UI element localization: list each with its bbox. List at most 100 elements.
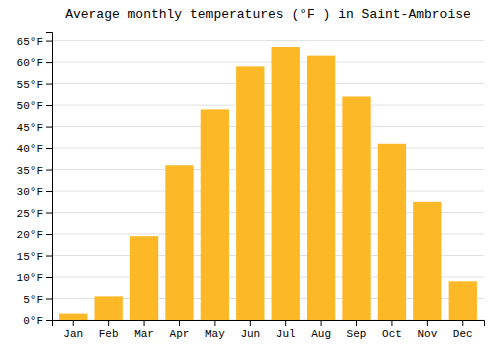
tick-label: Apr [170,328,190,340]
tick: 45°F [17,122,52,134]
tick: 65°F [17,36,52,48]
tick-mark [46,170,52,171]
tick: Nov [417,320,437,340]
tick: Feb [99,320,119,340]
tick-mark [427,320,428,326]
tick: Sep [347,320,367,340]
tick-mark [179,320,180,326]
bar [272,47,300,320]
tick: Jun [240,320,260,340]
grid-line [52,169,484,170]
tick-mark [214,320,215,326]
tick-label: 50°F [17,100,43,112]
bar [307,56,335,320]
bars [59,47,477,320]
bar [413,202,441,320]
tick-label: 20°F [17,229,43,241]
tick: 40°F [17,143,52,155]
tick: May [205,320,225,340]
tick-label: Sep [347,328,367,340]
tick-label: Jan [63,328,83,340]
tick-label: Mar [134,328,154,340]
tick: Aug [311,320,331,340]
tick: 0°F [23,315,52,327]
tick-mark [321,320,322,326]
tick: Oct [382,320,402,340]
tick-mark [46,191,52,192]
tick-mark [250,320,251,326]
tick-mark [46,320,52,321]
tick-label: Jul [276,328,296,340]
bar [165,165,193,320]
tick-mark [46,41,52,42]
tick: Dec [453,320,473,340]
tick: 10°F [17,272,52,284]
tick-label: 0°F [23,315,43,327]
tick-mark [144,320,145,326]
grid-line [52,191,484,192]
grid-line [52,40,484,41]
axis-line [46,33,53,321]
tick-label: 10°F [17,272,43,284]
grid-line [52,148,484,149]
bar [59,314,87,320]
tick-label: Aug [311,328,331,340]
tick: Jan [63,320,83,340]
tick-label: Dec [453,328,473,340]
tick-mark [46,256,52,257]
tick-mark [46,234,52,235]
bar [342,96,370,320]
x-axis: Jan Feb Mar Apr May Jun Jul Aug Sep Oct Nov Dec [53,320,485,340]
tick-label: Oct [382,328,402,340]
tick-mark [462,320,463,326]
bar [94,296,122,320]
bar [201,109,229,320]
tick-mark [73,320,74,326]
tick: 50°F [17,100,52,112]
y-axis: 0°F 5°F 10°F 15°F 20°F 25°F 30°F 35°F 40°F 45°F 50… [17,33,53,328]
tick-mark [356,320,357,326]
tick-mark [46,277,52,278]
tick-mark [391,320,392,326]
tick-label: 45°F [17,122,43,134]
tick-label: 35°F [17,165,43,177]
bar [236,66,264,320]
tick: 20°F [17,229,52,241]
tick-label: May [205,328,225,340]
tick: 15°F [17,251,52,263]
tick-label: Nov [417,328,437,340]
tick-label: 15°F [17,251,43,263]
tick: 55°F [17,79,52,91]
tick: 25°F [17,208,52,220]
tick-mark [46,127,52,128]
grid-line [52,105,484,106]
bar [378,144,406,320]
tick-label: 30°F [17,186,43,198]
tick-label: 25°F [17,208,43,220]
tick-mark [285,320,286,326]
chart: Average monthly temperatures (°F ) in Sa… [0,0,500,350]
tick-mark [46,148,52,149]
bar [130,236,158,320]
tick-label: 5°F [23,294,43,306]
plot: 0°F 5°F 10°F 15°F 20°F 25°F 30°F 35°F 40°F 45°F 50… [17,33,485,340]
tick: Mar [134,320,154,340]
tick-mark [46,84,52,85]
grid-line [52,62,484,63]
tick-mark [46,62,52,63]
grid-line [52,126,484,127]
tick-label: 40°F [17,143,43,155]
tick-mark [46,299,52,300]
tick-label: Feb [99,328,119,340]
title: Average monthly temperatures (°F ) in Sa… [65,7,471,22]
tick-mark [108,320,109,326]
tick-label: 65°F [17,36,43,48]
grid-line [52,83,484,84]
tick: 35°F [17,165,52,177]
bar [449,281,477,320]
axis-line [53,321,485,327]
tick: 30°F [17,186,52,198]
tick: Apr [170,320,190,340]
tick-mark [46,213,52,214]
tick: Jul [276,320,296,340]
